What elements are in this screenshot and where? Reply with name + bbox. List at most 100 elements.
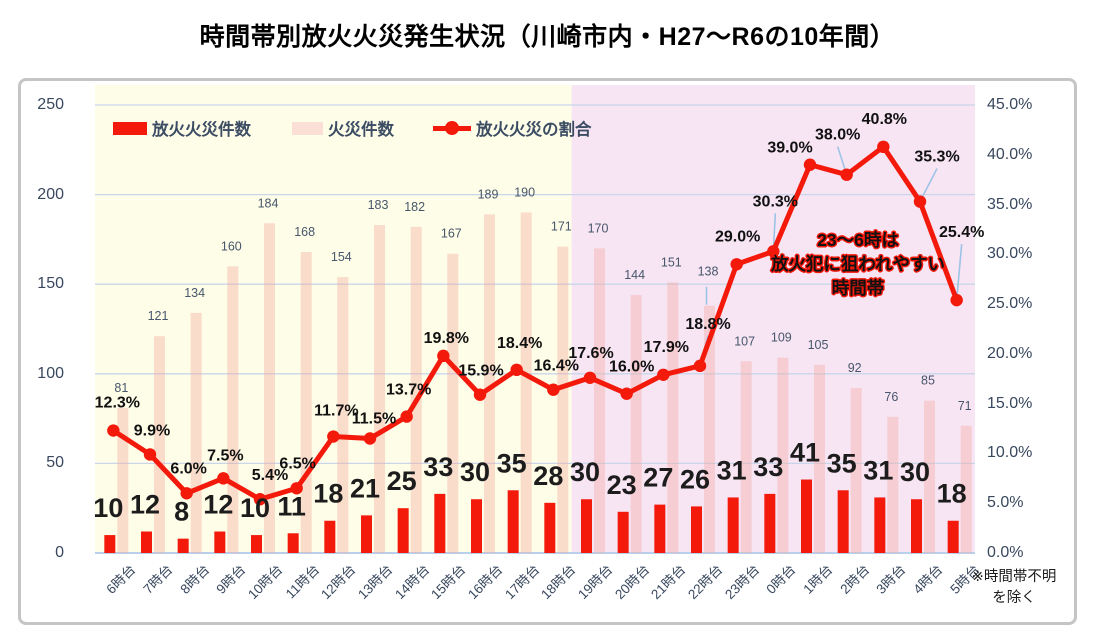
arson-ratio-point bbox=[913, 195, 927, 208]
fire-count-label: 184 bbox=[258, 196, 279, 210]
annotation-line: 23～6時は bbox=[817, 230, 899, 250]
arson-bar bbox=[141, 531, 152, 553]
fire-bar bbox=[850, 388, 862, 553]
fire-bar bbox=[227, 266, 239, 553]
fire-count-label: 134 bbox=[184, 286, 205, 300]
left-axis-tick: 150 bbox=[37, 275, 64, 293]
arson-ratio-point bbox=[107, 424, 120, 437]
arson-count-label: 30 bbox=[460, 457, 490, 487]
arson-count-label: 10 bbox=[240, 493, 270, 523]
fire-bar bbox=[924, 400, 935, 553]
arson-ratio-label: 35.3% bbox=[914, 149, 959, 166]
arson-count-label: 23 bbox=[607, 470, 637, 500]
left-axis-tick: 0 bbox=[55, 544, 64, 561]
arson-count-label: 27 bbox=[643, 463, 673, 493]
arson-ratio-point bbox=[400, 410, 413, 423]
fire-count-label: 171 bbox=[551, 220, 572, 234]
arson-ratio-point bbox=[583, 371, 597, 384]
left-axis-tick: 200 bbox=[37, 185, 64, 203]
arson-ratio-point bbox=[767, 245, 780, 258]
arson-count-label: 31 bbox=[717, 455, 747, 485]
right-axis-tick: 5.0% bbox=[987, 494, 1024, 512]
legend-label: 放火火災の割合 bbox=[476, 121, 592, 139]
arson-bar bbox=[837, 490, 849, 553]
arson-ratio-label: 6.5% bbox=[279, 455, 315, 472]
arson-bar bbox=[434, 493, 446, 553]
arson-ratio-point bbox=[327, 430, 340, 443]
arson-ratio-label: 30.3% bbox=[753, 193, 798, 210]
arson-ratio-point bbox=[253, 493, 267, 506]
arson-bar bbox=[691, 506, 702, 553]
right-axis-tick: 35.0% bbox=[987, 195, 1033, 213]
arson-ratio-label: 15.9% bbox=[458, 363, 503, 380]
fire-bar bbox=[190, 312, 202, 553]
arson-ratio-label: 18.8% bbox=[685, 316, 730, 333]
footnote-line: ※時間帯不明 bbox=[971, 569, 1057, 585]
arson-bar bbox=[911, 499, 922, 553]
fire-count-label: 71 bbox=[958, 399, 972, 413]
arson-ratio-point bbox=[547, 383, 560, 396]
arson-bar bbox=[801, 479, 812, 553]
right-axis-tick: 30.0% bbox=[987, 245, 1033, 263]
fire-count-label: 167 bbox=[441, 227, 462, 241]
arson-bar bbox=[397, 508, 409, 553]
arson-bar bbox=[251, 535, 262, 553]
arson-ratio-point bbox=[143, 448, 157, 461]
arson-ratio-label: 6.0% bbox=[170, 460, 206, 477]
arson-ratio-label: 16.0% bbox=[609, 359, 654, 376]
arson-ratio-point bbox=[473, 388, 487, 401]
fire-bar bbox=[447, 253, 459, 553]
fire-count-label: 138 bbox=[698, 265, 719, 279]
arson-count-label: 18 bbox=[937, 479, 967, 509]
arson-count-label: 33 bbox=[753, 452, 783, 482]
page-title: 時間帯別放火火災発生状況（川崎市内・H27～R6の10年間） bbox=[199, 23, 896, 51]
arson-bar bbox=[287, 533, 299, 553]
arson-count-label: 12 bbox=[130, 489, 160, 519]
fire-count-label: 92 bbox=[848, 361, 862, 375]
arson-ratio-point bbox=[803, 158, 817, 171]
arson-ratio-label: 40.8% bbox=[862, 111, 907, 128]
fire-count-label: 107 bbox=[734, 334, 755, 348]
fire-count-label: 154 bbox=[331, 250, 352, 264]
fire-count-label: 105 bbox=[808, 338, 829, 352]
right-axis-tick: 45.0% bbox=[987, 96, 1033, 113]
arson-ratio-label: 5.4% bbox=[252, 467, 288, 484]
fire-bar bbox=[960, 425, 972, 553]
night-region bbox=[571, 85, 975, 553]
arson-ratio-point bbox=[730, 258, 743, 271]
arson-count-label: 35 bbox=[827, 448, 857, 478]
fire-count-label: 189 bbox=[478, 187, 499, 201]
arson-ratio-point bbox=[657, 368, 670, 381]
arson-count-label: 33 bbox=[423, 452, 453, 482]
arson-bar bbox=[727, 497, 739, 553]
arson-bar bbox=[214, 531, 226, 553]
footnote: ※時間帯不明 を除く bbox=[954, 567, 1074, 609]
fire-bar bbox=[374, 225, 385, 553]
arson-ratio-label: 38.0% bbox=[815, 127, 860, 144]
arson-ratio-label: 16.4% bbox=[534, 358, 579, 375]
arson-bar bbox=[324, 520, 336, 553]
arson-count-label: 41 bbox=[790, 438, 820, 468]
legend-label: 火災件数 bbox=[328, 121, 394, 139]
left-axis-tick: 50 bbox=[46, 454, 64, 472]
fire-count-label: 170 bbox=[588, 221, 609, 235]
fire-count-label: 168 bbox=[294, 225, 315, 239]
arson-ratio-point bbox=[877, 140, 890, 154]
fire-bar bbox=[630, 294, 642, 553]
legend-line-swatch bbox=[433, 121, 471, 135]
fire-count-label: 160 bbox=[221, 239, 242, 253]
fire-bar bbox=[740, 361, 752, 553]
annotation-line: 放火犯に狙われやすい bbox=[770, 254, 946, 274]
right-axis-tick: 15.0% bbox=[987, 394, 1033, 412]
arson-bar bbox=[177, 538, 189, 553]
arson-bar bbox=[581, 499, 592, 553]
fire-bar bbox=[484, 214, 495, 553]
arson-ratio-label: 12.3% bbox=[95, 395, 140, 412]
legend-item: 放火火災件数 bbox=[113, 116, 251, 140]
fire-bar bbox=[667, 282, 679, 553]
arson-count-label: 35 bbox=[497, 448, 527, 478]
arson-ratio-label: 19.8% bbox=[424, 330, 469, 347]
arson-ratio-label: 9.9% bbox=[134, 422, 170, 439]
arson-ratio-label: 11.5% bbox=[352, 411, 396, 428]
